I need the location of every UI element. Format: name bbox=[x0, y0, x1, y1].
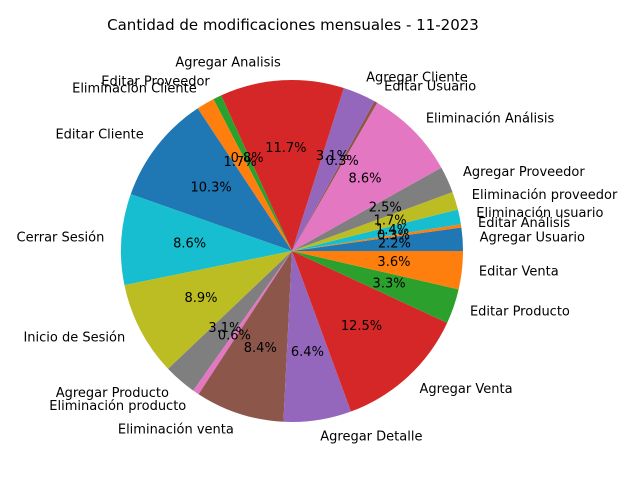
slice-label-editar-proveedor: Editar Proveedor bbox=[101, 74, 210, 89]
slice-percent-eliminacion-usuario: 1.4% bbox=[376, 223, 409, 238]
pie-slice-agregar-detalle bbox=[283, 251, 351, 422]
slice-label-editar-analisis: Editar Análisis bbox=[478, 216, 570, 231]
pie-slice-editar-proveedor bbox=[213, 95, 292, 251]
slice-label-editar-usuario: Editar Usuario bbox=[384, 80, 476, 95]
slice-percent-agregar-analisis: 11.7% bbox=[265, 141, 306, 156]
pie-slice-cerrar-sesion bbox=[120, 194, 292, 286]
pie-labels: Agregar Usuario 2.2% Editar Análisis 0.3% El… bbox=[17, 56, 618, 445]
pie-slices bbox=[120, 80, 463, 422]
slice-label-eliminacion-cliente: Eliminación Cliente bbox=[72, 81, 197, 96]
slice-label-agregar-detalle: Agregar Detalle bbox=[320, 429, 422, 444]
pie-slice-eliminacion-producto bbox=[193, 251, 292, 395]
pie-slice-editar-producto bbox=[292, 251, 459, 323]
pie-slice-eliminacion-usuario bbox=[292, 209, 461, 251]
slice-percent-editar-proveedor: 0.8% bbox=[231, 151, 264, 166]
pie-slice-eliminacion-analisis bbox=[292, 102, 442, 251]
slice-percent-agregar-detalle: 6.4% bbox=[291, 345, 324, 360]
slice-percent-agregar-usuario: 2.2% bbox=[378, 236, 411, 251]
slice-percent-agregar-producto: 3.1% bbox=[208, 321, 241, 336]
pie-slice-eliminacion-cliente bbox=[197, 99, 292, 252]
slice-label-eliminacion-proveedor: Eliminación proveedor bbox=[472, 188, 618, 203]
slice-label-cerrar-sesion: Cerrar Sesión bbox=[17, 231, 105, 246]
slice-percent-eliminacion-producto: 0.6% bbox=[218, 328, 251, 343]
slice-label-editar-venta: Editar Venta bbox=[479, 265, 559, 280]
slice-label-agregar-analisis: Agregar Analisis bbox=[175, 56, 281, 71]
slice-label-agregar-venta: Agregar Venta bbox=[419, 382, 512, 397]
slice-label-inicio-de-sesion: Inicio de Sesión bbox=[23, 330, 125, 345]
slice-percent-editar-producto: 3.3% bbox=[373, 277, 406, 292]
slice-percent-editar-venta: 3.6% bbox=[377, 255, 410, 270]
slice-label-agregar-usuario: Agregar Usuario bbox=[480, 231, 585, 246]
pie-slice-agregar-proveedor bbox=[292, 167, 453, 251]
slice-percent-agregar-proveedor: 2.5% bbox=[369, 201, 402, 216]
pie-slice-editar-cliente bbox=[130, 108, 292, 251]
slice-label-eliminacion-venta: Eliminación venta bbox=[118, 422, 234, 437]
chart-title: Cantidad de modificaciones mensuales - 1… bbox=[107, 16, 479, 34]
pie-slice-agregar-analisis bbox=[221, 80, 344, 251]
slice-percent-editar-analisis: 0.3% bbox=[377, 228, 410, 243]
pie-slice-agregar-venta bbox=[292, 251, 448, 412]
slice-percent-inicio-de-sesion: 8.9% bbox=[185, 291, 218, 306]
slice-label-editar-producto: Editar Producto bbox=[470, 304, 570, 319]
slice-percent-editar-usuario: 0.3% bbox=[326, 154, 359, 169]
pie-slice-editar-venta bbox=[292, 251, 463, 290]
slice-label-agregar-cliente: Agregar Cliente bbox=[366, 71, 468, 86]
slice-label-agregar-proveedor: Agregar Proveedor bbox=[463, 165, 585, 180]
slice-percent-eliminacion-analisis: 8.6% bbox=[348, 171, 381, 186]
slice-label-eliminacion-analisis: Eliminación Análisis bbox=[426, 111, 555, 126]
slice-label-eliminacion-usuario: Eliminación usuario bbox=[476, 206, 603, 221]
pie-slice-inicio-de-sesion bbox=[124, 251, 292, 369]
slice-percent-agregar-cliente: 3.1% bbox=[316, 149, 349, 164]
pie-slice-editar-analisis bbox=[292, 224, 462, 251]
pie-slice-eliminacion-venta bbox=[198, 251, 292, 422]
slice-percent-editar-cliente: 10.3% bbox=[190, 180, 231, 195]
pie-slice-eliminacion-proveedor bbox=[292, 192, 458, 251]
slice-label-editar-cliente: Editar Cliente bbox=[55, 128, 143, 143]
slice-label-eliminacion-producto: Eliminación producto bbox=[49, 399, 186, 414]
slice-percent-eliminacion-proveedor: 1.7% bbox=[374, 213, 407, 228]
slice-percent-cerrar-sesion: 8.6% bbox=[173, 236, 206, 251]
pie-slice-agregar-cliente bbox=[292, 88, 375, 252]
slice-percent-eliminacion-venta: 8.4% bbox=[244, 341, 277, 356]
slice-percent-eliminacion-cliente: 1.7% bbox=[224, 155, 257, 170]
pie-slice-agregar-usuario bbox=[292, 227, 463, 251]
slice-percent-agregar-venta: 12.5% bbox=[341, 319, 382, 334]
pie-slice-agregar-producto bbox=[168, 251, 292, 391]
slice-label-agregar-producto: Agregar Producto bbox=[56, 386, 169, 401]
pie-slice-editar-usuario bbox=[292, 101, 378, 252]
